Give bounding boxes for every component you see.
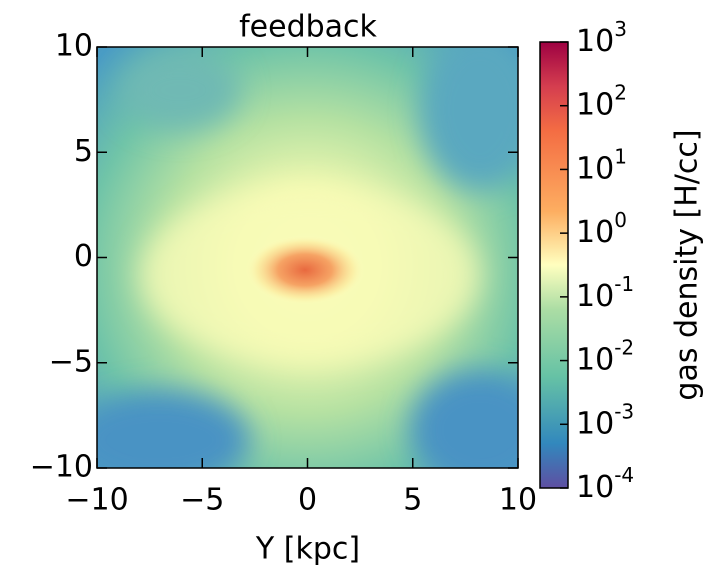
tick-exponent: 1 [614,144,627,168]
tick-base: 10 [576,406,614,441]
tick-exponent: -2 [614,335,634,359]
tick-exponent: -1 [614,271,634,295]
colorbar-label: gas density [H/cc] [670,129,705,400]
tick-exponent: 0 [614,208,627,232]
chart-title: feedback [239,10,377,45]
tick-base: 10 [576,151,614,186]
tick-exponent: 3 [614,17,627,41]
colorbar-tick-label: 10-4 [576,463,634,505]
x-tick-label: −10 [65,483,128,518]
colorbar-tick-label: 100 [576,208,627,250]
tick-base: 10 [576,278,614,313]
tick-base: 10 [576,24,614,59]
tick-base: 10 [576,87,614,122]
x-tick-label: −5 [180,483,224,518]
colorbar-tick-label: 10-3 [576,399,634,441]
x-tick-label: 5 [403,483,422,518]
colorbar-tick-label: 10-1 [576,271,634,313]
tick-base: 10 [576,215,614,250]
y-tick-label: 0 [74,239,93,274]
colorbar-tick-label: 103 [576,17,627,59]
y-tick-label: −10 [30,450,93,485]
density-map [97,47,518,468]
tick-base: 10 [576,470,614,505]
x-tick-label: 10 [499,483,537,518]
colorbar-tick-label: 101 [576,144,627,186]
colorbar [539,41,569,489]
y-tick-label: 10 [55,29,93,64]
tick-exponent: -4 [614,463,634,487]
colorbar-tick-label: 102 [576,80,627,122]
tick-exponent: 2 [614,80,627,104]
y-tick-label: −5 [49,344,93,379]
tick-base: 10 [576,342,614,377]
colorbar-tick-label: 10-2 [576,335,634,377]
tick-exponent: -3 [614,399,634,423]
y-tick-label: 5 [74,134,93,169]
x-tick-label: 0 [298,483,317,518]
x-axis-label: Y [kpc] [255,532,360,567]
